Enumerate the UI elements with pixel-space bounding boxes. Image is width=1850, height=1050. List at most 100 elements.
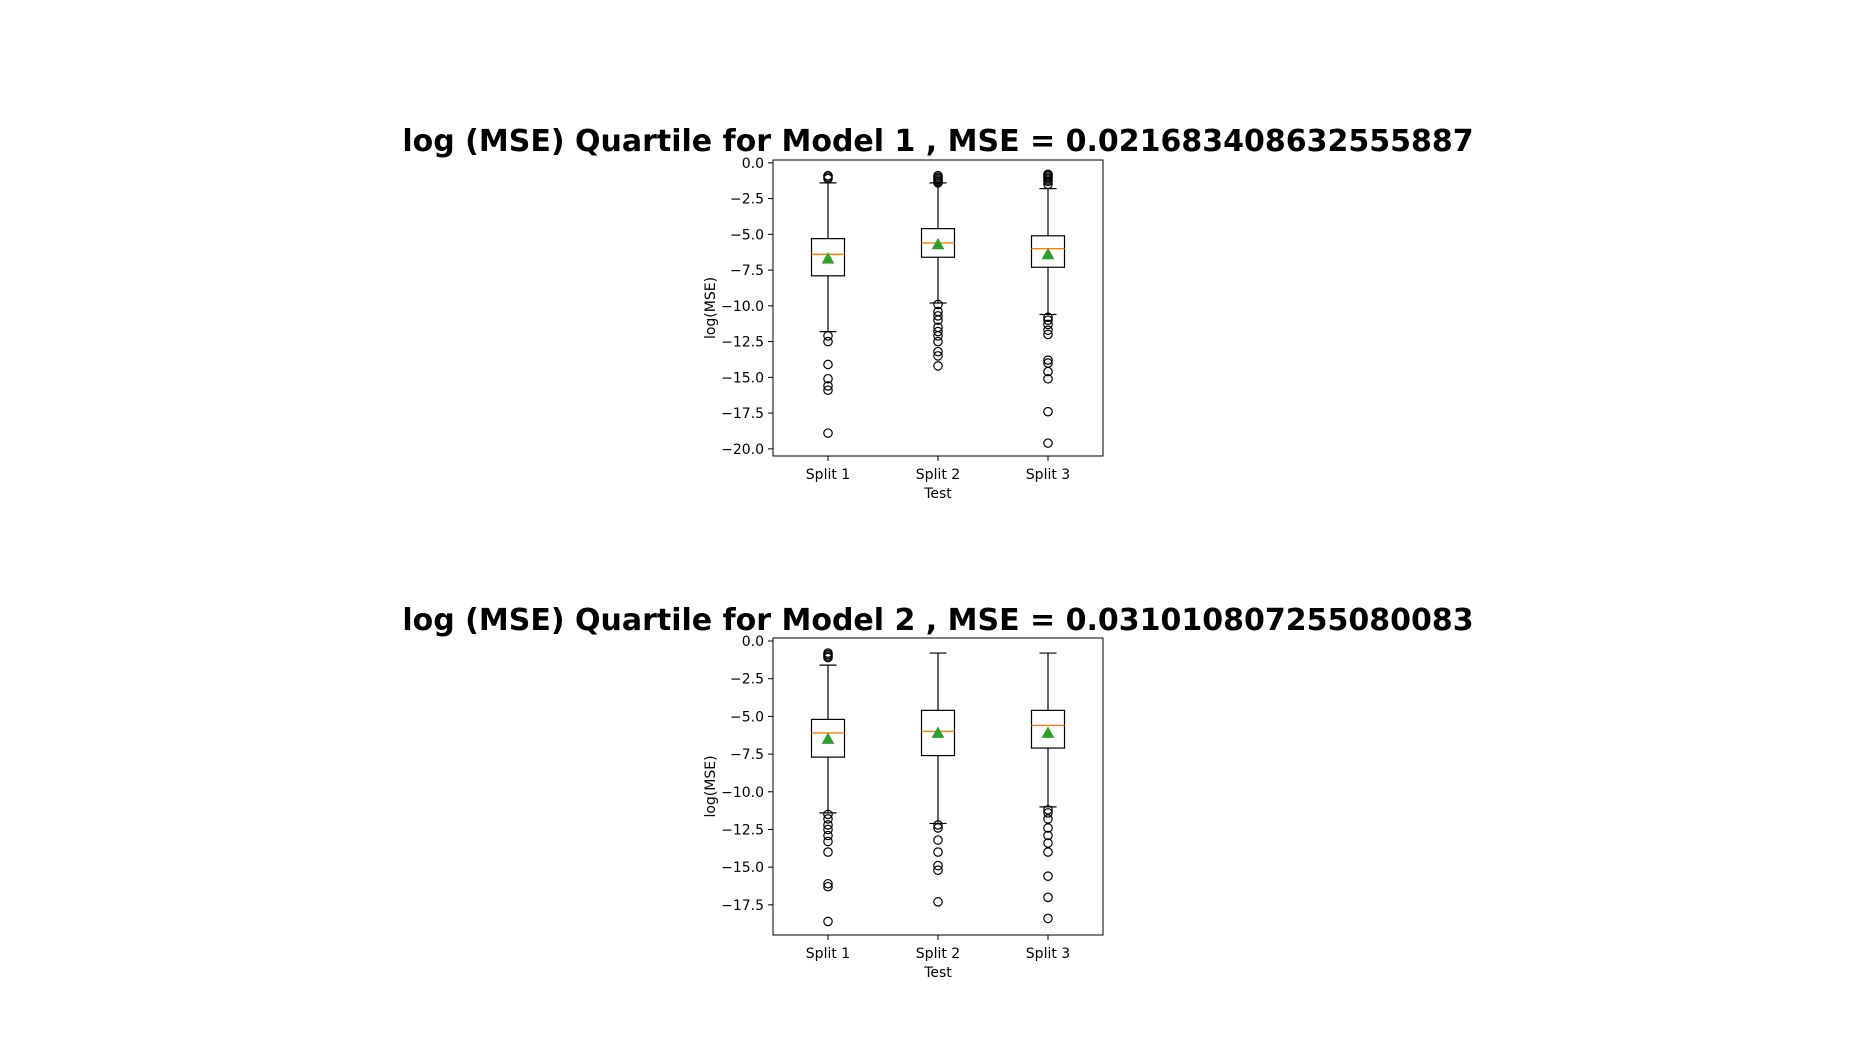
y-tick-label: −7.5 xyxy=(730,747,764,763)
x-tick-label: Split 3 xyxy=(1026,946,1070,962)
y-tick-label: −5.0 xyxy=(730,227,764,243)
chart-title: log (MSE) Quartile for Model 1 , MSE = 0… xyxy=(402,124,1473,159)
outlier-point xyxy=(933,351,943,361)
outlier-point xyxy=(823,809,833,820)
mean-marker xyxy=(821,252,835,264)
outlier-point xyxy=(1043,366,1053,377)
outlier-point xyxy=(1043,312,1053,323)
y-axis-label: log(MSE) xyxy=(703,277,719,339)
outlier-point xyxy=(933,820,943,830)
box-3 xyxy=(1030,169,1066,448)
outlier-point xyxy=(933,835,943,845)
outlier-point xyxy=(1043,438,1053,448)
outlier-point xyxy=(1043,871,1053,882)
outlier-point xyxy=(1043,373,1053,384)
y-tick-label: −15.0 xyxy=(721,370,764,386)
outlier-point xyxy=(823,331,833,341)
outlier-point xyxy=(823,847,833,857)
y-tick-label: −20.0 xyxy=(721,442,764,458)
y-tick-label: 0.0 xyxy=(742,634,764,650)
outlier-point xyxy=(823,820,833,830)
outlier-point xyxy=(823,381,833,391)
y-tick-label: −10.0 xyxy=(721,785,764,801)
box-3 xyxy=(1030,652,1066,924)
x-axis-label: Test xyxy=(923,486,952,502)
outlier-point xyxy=(1043,315,1053,325)
outlier-point xyxy=(823,881,833,892)
box-1 xyxy=(810,648,846,927)
y-tick-label: −2.5 xyxy=(730,672,764,688)
outlier-point xyxy=(1043,406,1053,417)
outlier-point xyxy=(933,346,943,357)
outlier-point xyxy=(933,823,943,833)
outlier-point xyxy=(1043,176,1053,187)
x-tick-label: Split 2 xyxy=(916,467,960,483)
mean-marker xyxy=(931,726,945,738)
outlier-point xyxy=(933,315,943,325)
outlier-point xyxy=(933,865,943,875)
outlier-point xyxy=(823,652,833,663)
y-tick-label: −12.5 xyxy=(721,822,764,838)
y-tick-label: 0.0 xyxy=(742,156,764,172)
box-1 xyxy=(810,170,846,438)
y-tick-label: −2.5 xyxy=(730,192,764,208)
y-tick-label: −15.0 xyxy=(721,860,764,876)
mean-marker xyxy=(1041,247,1055,260)
x-tick-label: Split 3 xyxy=(1026,467,1070,483)
mean-marker xyxy=(821,732,835,744)
outlier-point xyxy=(933,847,943,857)
y-tick-label: −17.5 xyxy=(721,406,764,422)
outlier-point xyxy=(1043,179,1053,190)
mean-marker xyxy=(1041,726,1055,738)
y-tick-label: −12.5 xyxy=(721,335,764,351)
outlier-point xyxy=(1043,329,1053,340)
outlier-point xyxy=(1043,913,1053,924)
y-tick-label: −7.5 xyxy=(730,263,764,279)
box-2 xyxy=(920,652,956,907)
y-tick-label: −17.5 xyxy=(721,898,764,914)
chart-title: log (MSE) Quartile for Model 2 , MSE = 0… xyxy=(402,603,1473,638)
outlier-point xyxy=(1043,805,1053,815)
outlier-point xyxy=(823,336,833,347)
outlier-point xyxy=(823,373,833,384)
box-2 xyxy=(920,170,956,371)
mean-marker xyxy=(931,237,945,250)
outlier-point xyxy=(1043,325,1053,335)
x-tick-label: Split 2 xyxy=(916,946,960,962)
outlier-point xyxy=(1043,355,1053,365)
outlier-point xyxy=(823,814,833,824)
outlier-point xyxy=(823,830,833,841)
chart-model-2: log (MSE) Quartile for Model 2 , MSE = 0… xyxy=(402,603,1473,981)
chart-model-1: log (MSE) Quartile for Model 1 , MSE = 0… xyxy=(402,124,1473,502)
y-tick-label: −5.0 xyxy=(730,709,764,725)
outlier-point xyxy=(823,359,833,370)
outlier-point xyxy=(933,336,943,347)
outlier-point xyxy=(933,331,943,341)
outlier-point xyxy=(823,878,833,889)
outlier-point xyxy=(823,836,833,847)
y-axis-label: log(MSE) xyxy=(703,755,719,817)
x-axis-label: Test xyxy=(923,965,952,981)
outlier-point xyxy=(1043,838,1053,848)
outlier-point xyxy=(1043,319,1053,330)
outlier-point xyxy=(823,173,833,184)
outlier-point xyxy=(1043,830,1053,841)
x-tick-label: Split 1 xyxy=(806,467,850,483)
outlier-point xyxy=(1043,814,1053,824)
outlier-point xyxy=(933,897,943,907)
outlier-point xyxy=(933,299,943,310)
x-tick-label: Split 1 xyxy=(806,946,850,962)
outlier-point xyxy=(933,860,943,871)
outlier-point xyxy=(823,385,833,396)
y-tick-label: −10.0 xyxy=(721,299,764,315)
outlier-point xyxy=(933,178,943,188)
outlier-point xyxy=(933,326,943,337)
outlier-point xyxy=(933,361,943,371)
outlier-point xyxy=(823,428,833,438)
outlier-point xyxy=(933,311,943,321)
outlier-point xyxy=(1043,847,1053,857)
outlier-point xyxy=(1043,808,1053,818)
outlier-point xyxy=(823,824,833,835)
outlier-point xyxy=(1043,823,1053,833)
